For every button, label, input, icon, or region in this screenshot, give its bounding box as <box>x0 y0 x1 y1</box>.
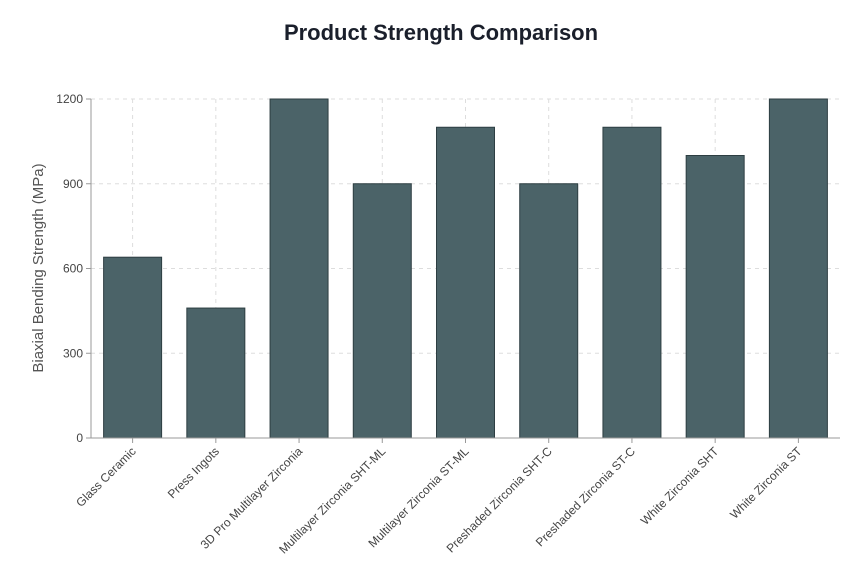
bar-1 <box>186 307 246 439</box>
bar-8 <box>768 98 828 439</box>
bar-5 <box>519 183 579 439</box>
y-axis-label: Biaxial Bending Strength (MPa) <box>30 163 47 372</box>
bar-2 <box>269 98 329 439</box>
bar-6 <box>602 126 662 439</box>
x-tick-label: Glass Ceramic <box>73 444 139 510</box>
chart-title: Product Strength Comparison <box>284 20 598 45</box>
x-tick-label: Press Ingots <box>165 444 222 501</box>
bar-0 <box>103 256 163 439</box>
y-tick-label: 0 <box>76 431 83 445</box>
x-tick-label: White Zirconia SHT <box>638 444 722 528</box>
y-tick-label: 300 <box>63 346 83 360</box>
bar-3 <box>352 183 412 439</box>
y-tick-label: 1200 <box>56 92 83 106</box>
bar-7 <box>685 155 745 439</box>
y-tick-label: 600 <box>63 262 83 276</box>
y-tick-label: 900 <box>63 177 83 191</box>
x-tick-label: White Zirconia ST <box>727 444 805 522</box>
bar-4 <box>436 126 495 439</box>
